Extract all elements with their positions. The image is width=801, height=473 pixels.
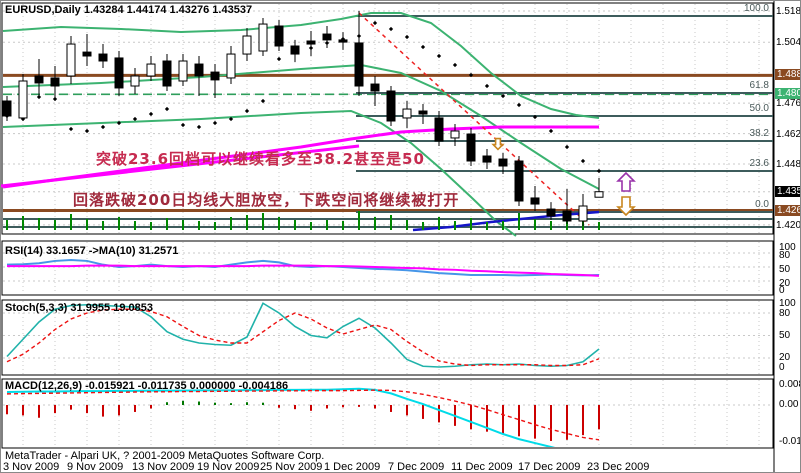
indicator-scale-label: 20 (779, 352, 791, 363)
indicator-scale-label: 100 (779, 242, 796, 253)
price-scale-label: 1.44810 (776, 159, 801, 171)
indicator-scale-label: 50 (779, 330, 791, 341)
date-axis-label: 7 Dec 2009 (388, 461, 445, 473)
candle (2, 100, 12, 117)
indicator-scale-label: 20 (779, 278, 791, 289)
candle (66, 43, 76, 77)
price-scale-label: 1.47610 (776, 98, 801, 110)
down-arrow-object (491, 137, 505, 151)
candle (386, 90, 396, 122)
candle (466, 133, 476, 162)
candle (178, 60, 188, 82)
candle (546, 208, 556, 217)
candle (370, 83, 380, 92)
rsi-indicator-label: RSI(14) 33.1657 ->MA(10) 31.2571 (5, 245, 179, 257)
candle (578, 205, 588, 222)
indicator-scale-label: 0 (779, 285, 785, 296)
indicator-scale-label: 0 (779, 362, 785, 373)
candle (82, 51, 92, 57)
candle (450, 130, 460, 139)
macd-indicator-label: MACD(12,26,9) -0.015921 -0.011735 0.0000… (5, 380, 289, 392)
price-scale-label: 1.42010 (776, 219, 801, 231)
candle (242, 35, 252, 55)
date-axis-label: 11 Dec 2009 (451, 461, 513, 473)
candle (98, 53, 108, 62)
candle (34, 75, 44, 84)
indicator-scale-label: -0.01724 (779, 436, 800, 447)
candle (530, 197, 540, 205)
copyright-text: MetaTrader - Alpari UK, ? 2001-2009 Meta… (5, 450, 325, 462)
annotation-text-2: 回落跌破200日均线大胆放空，下跌空间将继续被打开 (73, 191, 460, 209)
up-arrow-object (616, 171, 636, 192)
date-axis-label: 23 Dec 2009 (587, 461, 650, 473)
candle (18, 80, 28, 119)
fib-level-label: 38.2 (749, 128, 769, 139)
date-axis-label: 19 Nov 2009 (197, 461, 260, 473)
price-scale-label-highlighted: 1.42673 (775, 204, 800, 216)
candle (434, 117, 444, 142)
indicator-scale-label: 80 (779, 308, 791, 319)
indicator-scale-label: 80 (779, 250, 791, 261)
candle (418, 110, 428, 115)
indicator-scale-label: 0.008955 (779, 379, 800, 390)
date-axis-label: 9 Nov 2009 (67, 461, 124, 473)
candle (482, 155, 492, 163)
candle (514, 160, 524, 202)
candle (354, 42, 364, 87)
candle (322, 33, 332, 41)
down-arrow-object (616, 196, 636, 217)
candle (498, 158, 508, 167)
price-scale-label: 1.46210 (776, 128, 801, 140)
price-scale-label: 1.50410 (776, 37, 801, 49)
candle (274, 25, 284, 47)
indicator-scale-label: 50 (779, 264, 791, 275)
price-scale-label-highlighted: 1.48890 (775, 69, 800, 81)
symbol-title: EURUSD,Daily 1.43284 1.44174 1.43276 1.4… (5, 4, 253, 16)
indicator-scale-label: 100 (779, 298, 796, 309)
date-axis-label: 3 Nov 2009 (3, 461, 60, 473)
candle (290, 45, 300, 55)
candle (226, 53, 236, 79)
price-scale-label-highlighted: 1.48019 (775, 88, 800, 100)
candle (146, 63, 156, 77)
fib-level-label: 61.8 (749, 80, 769, 91)
candle (210, 71, 220, 81)
candle (50, 77, 60, 87)
candle (114, 57, 124, 89)
candle (258, 23, 268, 52)
candle (130, 75, 140, 87)
candle (194, 63, 204, 77)
candle (562, 210, 572, 222)
date-axis-label: 1 Dec 2009 (324, 461, 381, 473)
date-axis-label: 13 Nov 2009 (132, 461, 195, 473)
price-scale-label: 1.51850 (776, 6, 801, 17)
fib-level-label: 23.6 (749, 158, 769, 169)
candle (338, 39, 348, 43)
fib-level-label: 50.0 (749, 103, 769, 114)
stoch-indicator-label: Stoch(5,3,3) 31.9955 19.0853 (5, 302, 153, 314)
indicator-scale-label: 0.00 (779, 399, 799, 410)
annotation-text-1: 突破23.6回档可以继续看多至38.2甚至是50 (96, 150, 425, 168)
price-scale-label-highlighted: 1.43537 (775, 185, 800, 197)
candle (402, 108, 412, 119)
fib-level-label: 100.0 (743, 3, 769, 14)
fib-level-label: 0.0 (755, 199, 769, 210)
candle (162, 60, 172, 87)
candle (594, 191, 604, 198)
date-axis-label: 17 Dec 2009 (518, 461, 581, 473)
date-axis-label: 25 Nov 2009 (260, 461, 323, 473)
candle (306, 40, 316, 45)
